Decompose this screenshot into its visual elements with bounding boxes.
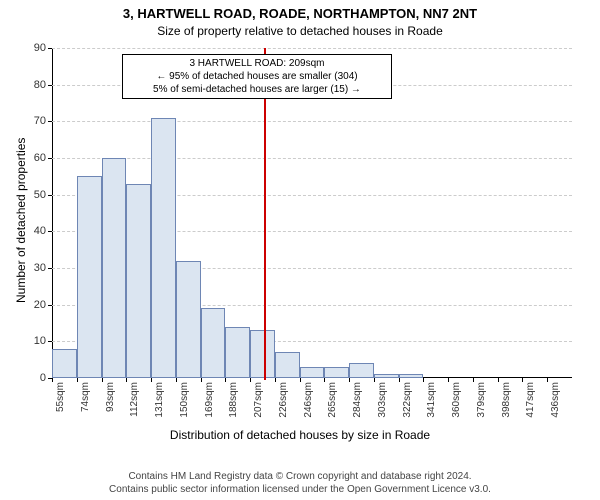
- x-tick-mark: [448, 378, 449, 382]
- y-tick-mark: [48, 268, 52, 269]
- chart-title: 3, HARTWELL ROAD, ROADE, NORTHAMPTON, NN…: [0, 6, 600, 21]
- annotation-line-1: 3 HARTWELL ROAD: 209sqm: [127, 57, 387, 70]
- x-tick-mark: [201, 378, 202, 382]
- gridline: [52, 158, 572, 159]
- y-tick-mark: [48, 305, 52, 306]
- annotation-box: 3 HARTWELL ROAD: 209sqm← 95% of detached…: [122, 54, 392, 99]
- y-tick-label: 80: [34, 79, 46, 91]
- histogram-bar: [275, 352, 300, 378]
- gridline: [52, 121, 572, 122]
- y-tick-label: 70: [34, 115, 46, 127]
- x-tick-label: 226sqm: [278, 382, 289, 418]
- x-tick-label: 379sqm: [476, 382, 487, 418]
- attribution-footer: Contains HM Land Registry data © Crown c…: [0, 471, 600, 496]
- x-tick-mark: [275, 378, 276, 382]
- x-tick-mark: [300, 378, 301, 382]
- x-tick-mark: [349, 378, 350, 382]
- chart-subtitle: Size of property relative to detached ho…: [0, 24, 600, 38]
- x-tick-label: 265sqm: [327, 382, 338, 418]
- x-tick-mark: [77, 378, 78, 382]
- x-axis-label: Distribution of detached houses by size …: [0, 428, 600, 442]
- x-tick-label: 207sqm: [253, 382, 264, 418]
- histogram-bar: [176, 261, 201, 378]
- histogram-bar: [151, 118, 176, 378]
- y-tick-mark: [48, 48, 52, 49]
- y-tick-label: 90: [34, 42, 46, 54]
- y-tick-mark: [48, 121, 52, 122]
- histogram-bar: [300, 367, 325, 378]
- annotation-line-3: 5% of semi-detached houses are larger (1…: [127, 83, 387, 96]
- y-tick-mark: [48, 85, 52, 86]
- annotation-line-2: ← 95% of detached houses are smaller (30…: [127, 70, 387, 83]
- x-tick-label: 131sqm: [154, 382, 165, 418]
- histogram-bar: [250, 330, 275, 378]
- y-tick-label: 20: [34, 299, 46, 311]
- x-tick-label: 169sqm: [204, 382, 215, 418]
- y-tick-label: 60: [34, 152, 46, 164]
- x-tick-mark: [52, 378, 53, 382]
- x-tick-label: 150sqm: [179, 382, 190, 418]
- x-tick-label: 93sqm: [105, 382, 116, 412]
- x-tick-mark: [324, 378, 325, 382]
- y-tick-label: 40: [34, 225, 46, 237]
- histogram-bar: [349, 363, 374, 378]
- x-tick-mark: [522, 378, 523, 382]
- y-tick-label: 30: [34, 262, 46, 274]
- y-tick-mark: [48, 195, 52, 196]
- histogram-bar: [324, 367, 349, 378]
- y-tick-label: 10: [34, 335, 46, 347]
- x-tick-mark: [225, 378, 226, 382]
- x-tick-mark: [176, 378, 177, 382]
- histogram-bar: [225, 327, 250, 378]
- histogram-bar: [126, 184, 151, 378]
- y-tick-mark: [48, 341, 52, 342]
- y-axis-line: [52, 48, 53, 378]
- y-tick-label: 50: [34, 189, 46, 201]
- y-tick-label: 0: [40, 372, 46, 384]
- y-tick-mark: [48, 231, 52, 232]
- x-tick-label: 417sqm: [525, 382, 536, 418]
- x-tick-mark: [374, 378, 375, 382]
- x-tick-label: 341sqm: [426, 382, 437, 418]
- histogram-bar: [102, 158, 127, 378]
- y-axis-label: Number of detached properties: [14, 138, 28, 303]
- gridline: [52, 48, 572, 49]
- x-tick-label: 398sqm: [501, 382, 512, 418]
- histogram-bar: [399, 374, 424, 378]
- x-tick-label: 74sqm: [80, 382, 91, 412]
- footer-line-2: Contains public sector information licen…: [0, 484, 600, 497]
- footer-line-1: Contains HM Land Registry data © Crown c…: [0, 471, 600, 484]
- histogram-bar: [77, 176, 102, 378]
- histogram-bar: [52, 349, 77, 378]
- x-tick-mark: [498, 378, 499, 382]
- x-tick-label: 436sqm: [550, 382, 561, 418]
- x-tick-mark: [547, 378, 548, 382]
- x-tick-label: 188sqm: [228, 382, 239, 418]
- x-tick-mark: [250, 378, 251, 382]
- y-tick-mark: [48, 158, 52, 159]
- x-tick-label: 303sqm: [377, 382, 388, 418]
- x-tick-mark: [102, 378, 103, 382]
- x-tick-label: 322sqm: [402, 382, 413, 418]
- x-tick-label: 112sqm: [129, 382, 140, 417]
- x-tick-mark: [473, 378, 474, 382]
- x-tick-label: 55sqm: [55, 382, 66, 412]
- histogram-bar: [201, 308, 226, 378]
- histogram-bar: [374, 374, 399, 378]
- x-tick-label: 246sqm: [303, 382, 314, 418]
- x-tick-label: 360sqm: [451, 382, 462, 418]
- x-tick-label: 284sqm: [352, 382, 363, 418]
- x-tick-mark: [151, 378, 152, 382]
- x-tick-mark: [126, 378, 127, 382]
- x-tick-mark: [423, 378, 424, 382]
- plot-area: 010203040506070809055sqm74sqm93sqm112sqm…: [52, 48, 572, 378]
- x-tick-mark: [399, 378, 400, 382]
